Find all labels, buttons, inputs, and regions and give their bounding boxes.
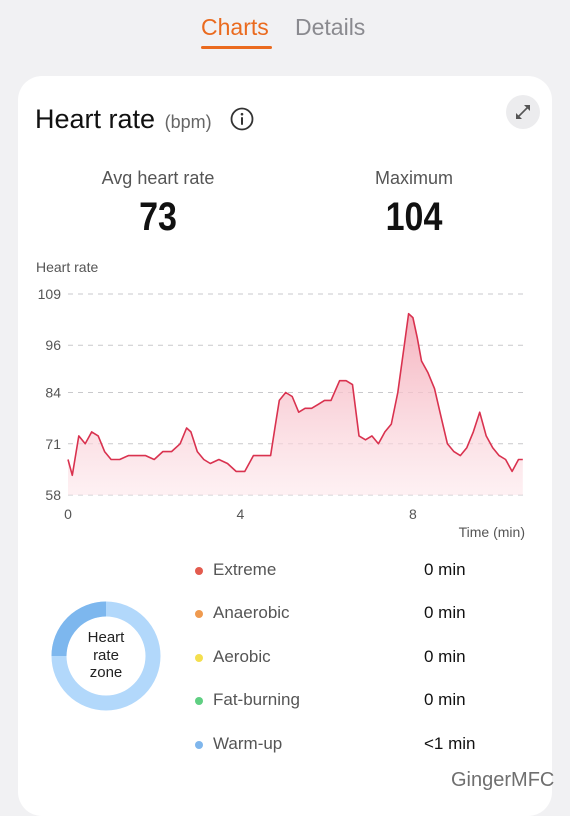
expand-icon [516,105,530,119]
donut-center-label: Heart rate zone [50,629,162,682]
y-tick-label: 71 [45,436,61,452]
zone-name: Aerobic [213,647,271,666]
y-axis-title: Heart rate [36,259,98,275]
zone-time: 0 min [424,603,466,622]
warm-up-dot-icon [195,741,203,749]
donut-label-line: zone [89,664,123,681]
donut-label-line: Heart [87,629,125,646]
expand-button[interactable] [506,95,540,129]
x-tick-label: 0 [64,506,72,522]
avg-heart-rate-value: 73 [139,195,177,239]
zone-name: Anaerobic [213,603,290,622]
x-tick-label: 8 [409,506,417,522]
max-heart-rate-value: 104 [385,195,443,239]
zone-name: Fat-burning [213,690,300,709]
y-tick-label: 96 [45,337,61,353]
extreme-dot-icon [195,567,203,575]
y-tick-label: 84 [45,385,61,401]
info-icon[interactable] [230,107,254,131]
y-tick-label: 109 [38,286,62,302]
heart-rate-card: Heart rate (bpm) Avg heart rate 73 Maxim… [18,76,552,816]
avg-heart-rate-label: Avg heart rate [101,168,215,188]
zone-name: Warm-up [213,734,283,753]
y-tick-label: 58 [45,487,61,503]
zone-row-anaerobic: Anaerobic 0 min [195,603,495,627]
x-tick-label: 4 [237,506,245,522]
tab-details[interactable]: Details [295,14,366,40]
heart-rate-zone-donut [51,601,161,711]
x-axis-title: Time (min) [459,524,525,540]
tab-charts[interactable]: Charts [201,14,269,40]
donut-label-line: rate [93,646,119,664]
heart-rate-line [67,312,523,477]
active-tab-indicator [201,46,272,49]
zone-row-extreme: Extreme 0 min [195,560,495,584]
zone-time: 0 min [424,560,466,579]
zone-row-warm-up: Warm-up <1 min [195,734,495,758]
anaerobic-dot-icon [195,610,203,618]
card-title: Heart rate (bpm) [35,104,212,135]
zone-row-aerobic: Aerobic 0 min [195,647,495,671]
card-title-text: Heart rate [35,104,156,134]
fat-burning-dot-icon [195,697,203,705]
tab-bar: Charts Details [0,0,570,60]
zone-time: 0 min [424,647,466,666]
avg-heart-rate-stat: Avg heart rate 73 [58,168,258,240]
zone-time: <1 min [424,734,476,753]
zone-time: 0 min [424,690,466,709]
aerobic-dot-icon [195,654,203,662]
max-heart-rate-label: Maximum [374,168,453,188]
card-title-unit: (bpm) [164,112,212,132]
heart-rate-chart: Heart rate Time (min) 109 96 84 71 580 4 8 [36,259,525,540]
zone-row-fat-burning: Fat-burning 0 min [195,690,495,714]
max-heart-rate-stat: Maximum 104 [314,168,514,240]
watermark: GingerMFC [451,769,555,791]
zone-name: Extreme [213,560,277,579]
